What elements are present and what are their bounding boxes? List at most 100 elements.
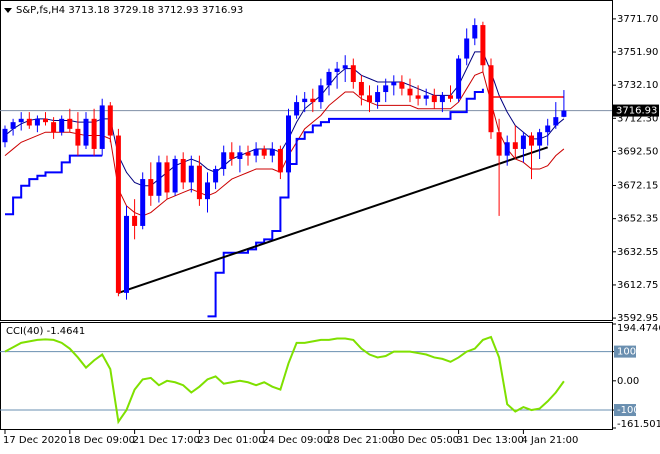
candle-body — [553, 117, 559, 126]
candle-body — [334, 68, 340, 72]
y-tick-label: 3751.90 — [617, 47, 658, 58]
candle-body — [51, 122, 57, 133]
candle-body — [545, 125, 551, 133]
candle-body — [431, 95, 437, 103]
x-tick-label: 21 Dec 17:00 — [133, 435, 200, 446]
y-tick-label: 0.00 — [617, 376, 639, 387]
candle-body — [188, 165, 194, 183]
candle-body — [237, 152, 243, 159]
candle-body — [213, 169, 219, 183]
x-tick-label: 24 Dec 09:00 — [262, 435, 329, 446]
level-label-box — [614, 404, 636, 417]
menu-arrow — [4, 8, 12, 13]
candle-body — [221, 152, 227, 170]
candle-body — [253, 148, 259, 156]
candle-body — [83, 118, 89, 146]
cci-title: CCI(40) -1.4641 — [6, 326, 85, 337]
level-label-box — [614, 345, 636, 358]
candle-body — [350, 65, 356, 82]
candle-body — [91, 118, 97, 149]
candle-body — [59, 118, 65, 133]
candle-body — [326, 71, 332, 86]
x-tick-label: 18 Dec 09:00 — [68, 435, 135, 446]
trendline — [118, 146, 549, 294]
y-tick-label: -100 — [617, 405, 640, 416]
candle-body — [488, 65, 494, 133]
candle-body — [172, 158, 178, 193]
candle-body — [423, 95, 429, 99]
candle-body — [18, 118, 24, 123]
candle-body — [512, 142, 518, 149]
candle-body — [407, 88, 413, 96]
candle-body — [261, 148, 267, 156]
y-tick-label: 194.4746 — [617, 323, 660, 334]
y-tick-label: 3712.30 — [617, 113, 658, 124]
candle-body — [229, 152, 235, 159]
candle-body — [520, 135, 526, 149]
x-tick-label: 28 Dec 21:00 — [327, 435, 394, 446]
candle-body — [537, 132, 543, 146]
y-tick-label: 3732.10 — [617, 80, 658, 91]
candle-body — [43, 118, 48, 123]
candle-body — [148, 179, 154, 196]
candle-body — [367, 95, 372, 103]
candle-body — [464, 38, 470, 59]
candle-body — [399, 81, 405, 89]
candle-body — [67, 118, 73, 129]
x-tick-label: 17 Dec 2020 — [3, 435, 67, 446]
indicator-line — [4, 71, 565, 217]
candle-body — [383, 85, 389, 93]
candle-body — [277, 148, 283, 173]
y-tick-label: 3771.70 — [617, 14, 658, 25]
candle-body — [358, 81, 364, 96]
indicator-line — [4, 51, 565, 187]
candle-body — [205, 182, 210, 200]
cci-panel — [0, 322, 613, 430]
candle-body — [480, 25, 486, 66]
candle-body — [286, 115, 291, 173]
candle-body — [294, 102, 300, 116]
candle-body — [310, 98, 316, 103]
y-tick-label: -161.5014 — [617, 419, 660, 430]
candle-body — [439, 95, 445, 103]
y-tick-label: 3672.15 — [617, 181, 658, 192]
candle-body — [2, 128, 8, 143]
y-tick-label: 3632.55 — [617, 247, 658, 258]
candle-body — [342, 65, 348, 69]
candle-body — [504, 142, 510, 156]
candle-body — [448, 95, 453, 99]
candle-body — [391, 81, 397, 86]
y-tick-label: 3652.35 — [617, 214, 658, 225]
candle-body — [472, 25, 478, 39]
indicator-line — [5, 88, 484, 318]
candle-body — [164, 162, 170, 193]
candle-body — [561, 110, 567, 117]
x-tick-label: 31 Dec 13:00 — [457, 435, 524, 446]
main-panel — [0, 0, 613, 321]
candle-body — [99, 105, 105, 149]
candle-body — [26, 118, 32, 126]
last-price-box — [613, 104, 659, 117]
candle-body — [180, 158, 186, 183]
candle-body — [456, 58, 462, 99]
candle-body — [34, 118, 40, 126]
x-tick-label: 4 Jan 21:00 — [521, 435, 578, 446]
y-tick-label: 3592.95 — [617, 313, 658, 324]
chart-title: S&P,fs,H4 3713.18 3729.18 3712.93 3716.9… — [16, 5, 243, 16]
candle-body — [375, 92, 381, 103]
last-price-label: 3716.93 — [616, 106, 657, 117]
cci-line — [4, 335, 565, 425]
candle-body — [196, 165, 202, 200]
candle-body — [496, 132, 502, 156]
x-tick-label: 23 Dec 01:00 — [197, 435, 264, 446]
y-tick-label: 3692.50 — [617, 146, 658, 157]
candle-body — [529, 135, 534, 146]
candle-body — [415, 95, 421, 99]
candle-body — [318, 85, 324, 103]
candle-body — [10, 122, 16, 129]
candle-body — [107, 105, 113, 136]
candle-body — [75, 128, 81, 146]
y-tick-label: 3612.75 — [617, 280, 658, 291]
candle-body — [269, 148, 275, 156]
